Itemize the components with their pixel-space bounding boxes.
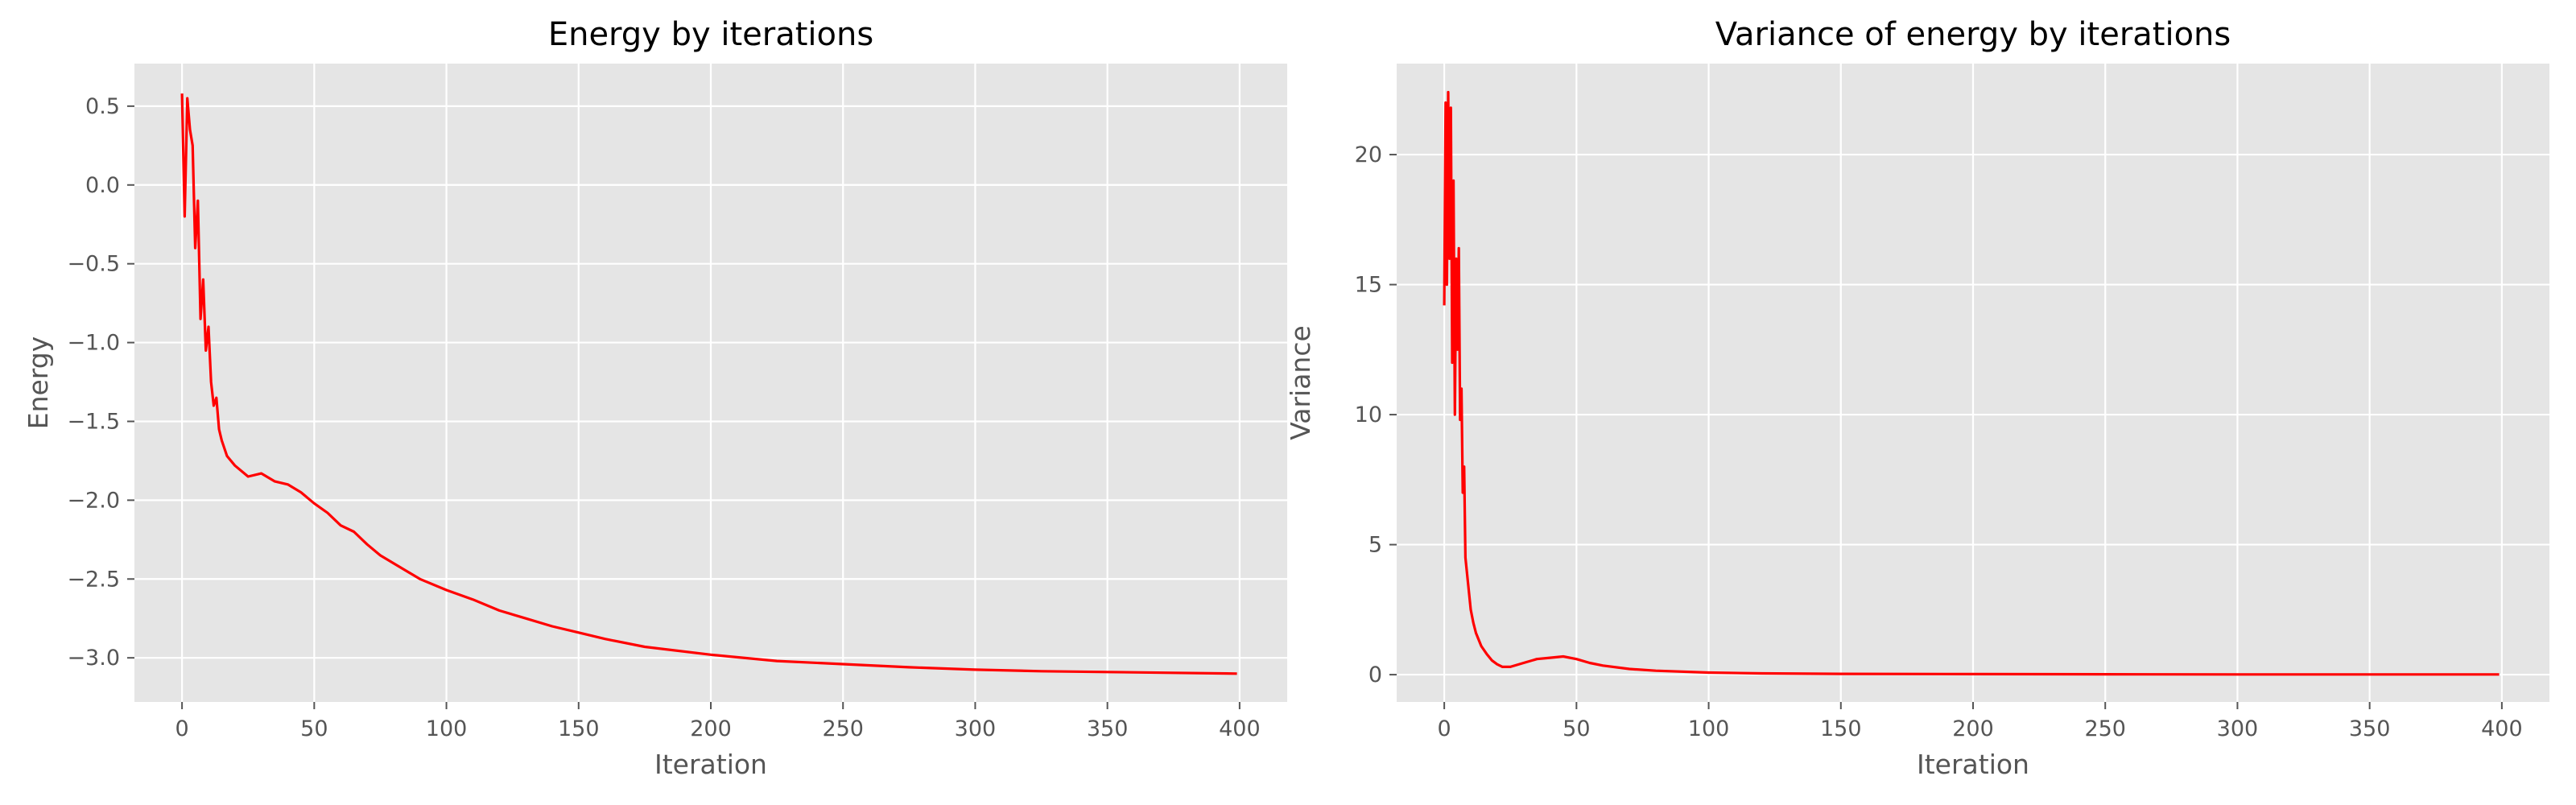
y-tick-label: 10 — [1355, 402, 1382, 427]
x-tick-label: 300 — [955, 716, 997, 741]
x-tick-label: 0 — [1438, 716, 1451, 741]
y-tick-label: 0.0 — [85, 173, 120, 198]
chart-title: Variance of energy by iterations — [1715, 16, 2231, 53]
x-tick-label: 250 — [822, 716, 864, 741]
y-tick-label: 0.5 — [85, 94, 120, 119]
y-axis-label: Variance — [1285, 325, 1316, 440]
y-tick-label: −1.0 — [67, 331, 120, 356]
grid — [134, 64, 1287, 702]
y-tick-label: −2.5 — [67, 567, 120, 592]
y-axis-label: Energy — [23, 336, 54, 430]
variance-chart: 0 50 100 150 200 250 300 350 400 0 5 10 15 20 Variance… — [1285, 16, 2549, 780]
x-tick-label: 400 — [2481, 716, 2523, 741]
x-tick-label: 400 — [1219, 716, 1261, 741]
x-tick-label: 350 — [2349, 716, 2391, 741]
y-tick-label: −2.0 — [67, 488, 120, 513]
chart-title: Energy by iterations — [548, 16, 873, 53]
y-tick-label: 15 — [1355, 273, 1382, 298]
y-tick-label: −1.5 — [67, 409, 120, 434]
x-tick-label: 0 — [175, 716, 189, 741]
x-tick-label: 250 — [2084, 716, 2126, 741]
y-tick-label: −3.0 — [67, 646, 120, 671]
data-series-line — [180, 93, 1237, 675]
x-tick-label: 100 — [1688, 716, 1730, 741]
x-tick-label: 300 — [2217, 716, 2259, 741]
y-tick-label: 0 — [1368, 663, 1382, 687]
x-tick-label: 200 — [690, 716, 732, 741]
x-tick-label: 200 — [1952, 716, 1994, 741]
y-tick-label: 20 — [1355, 142, 1382, 167]
x-tick-label: 350 — [1087, 716, 1129, 741]
x-tick-label: 50 — [1563, 716, 1590, 741]
data-series-line — [1443, 90, 2500, 676]
y-tick-label: 5 — [1368, 533, 1382, 558]
x-tick-label: 150 — [558, 716, 600, 741]
y-tick-label: −0.5 — [67, 252, 120, 277]
x-axis-label: Iteration — [1917, 749, 2029, 780]
x-tick-label: 150 — [1820, 716, 1862, 741]
energy-chart: 0 50 100 150 200 250 300 350 400 0.5 0.0 −0.5 −1.0 −1… — [23, 16, 1287, 780]
x-tick-label: 50 — [300, 716, 328, 741]
x-tick-label: 100 — [426, 716, 468, 741]
x-axis-label: Iteration — [654, 749, 767, 780]
